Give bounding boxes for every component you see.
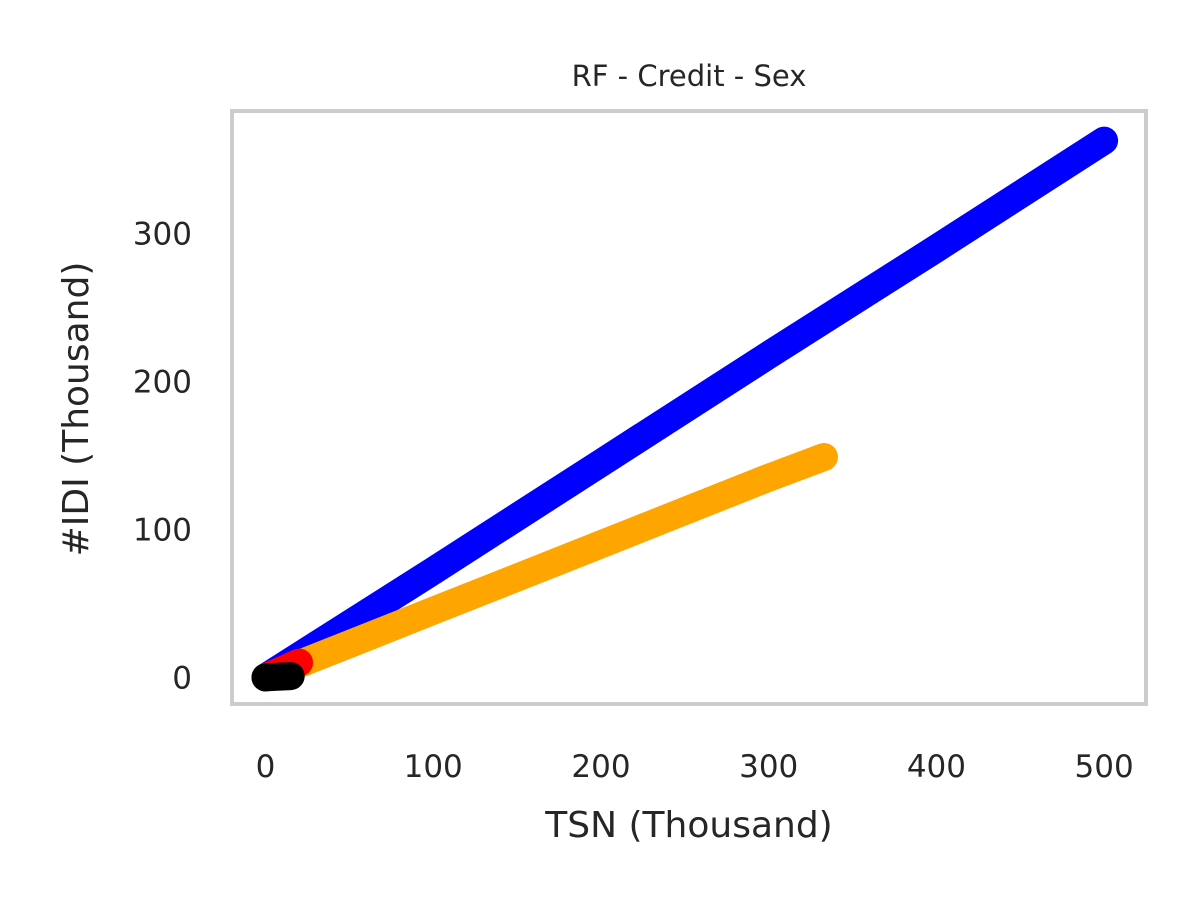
x-tick-label: 0 (256, 749, 276, 785)
x-tick-label: 500 (1075, 749, 1134, 785)
x-tick-label: 300 (739, 749, 798, 785)
x-tick-label: 200 (571, 749, 630, 785)
y-axis-ticks: 0 100 200 300 (133, 217, 192, 697)
chart-title: RF - Credit - Sex (572, 59, 807, 93)
y-tick-label: 100 (133, 513, 192, 549)
y-tick-label: 0 (172, 660, 192, 696)
x-tick-label: 100 (404, 749, 463, 785)
x-axis-label: TSN (Thousand) (544, 805, 832, 846)
y-tick-label: 200 (133, 365, 192, 401)
y-tick-label: 300 (133, 217, 192, 253)
x-tick-label: 400 (907, 749, 966, 785)
y-axis-label: #IDI (Thousand) (56, 262, 97, 557)
series-black-line (266, 676, 291, 677)
x-axis-ticks: 0 100 200 300 400 500 (256, 749, 1134, 785)
series-layer (266, 141, 1105, 678)
series-blue-line (266, 141, 1105, 678)
